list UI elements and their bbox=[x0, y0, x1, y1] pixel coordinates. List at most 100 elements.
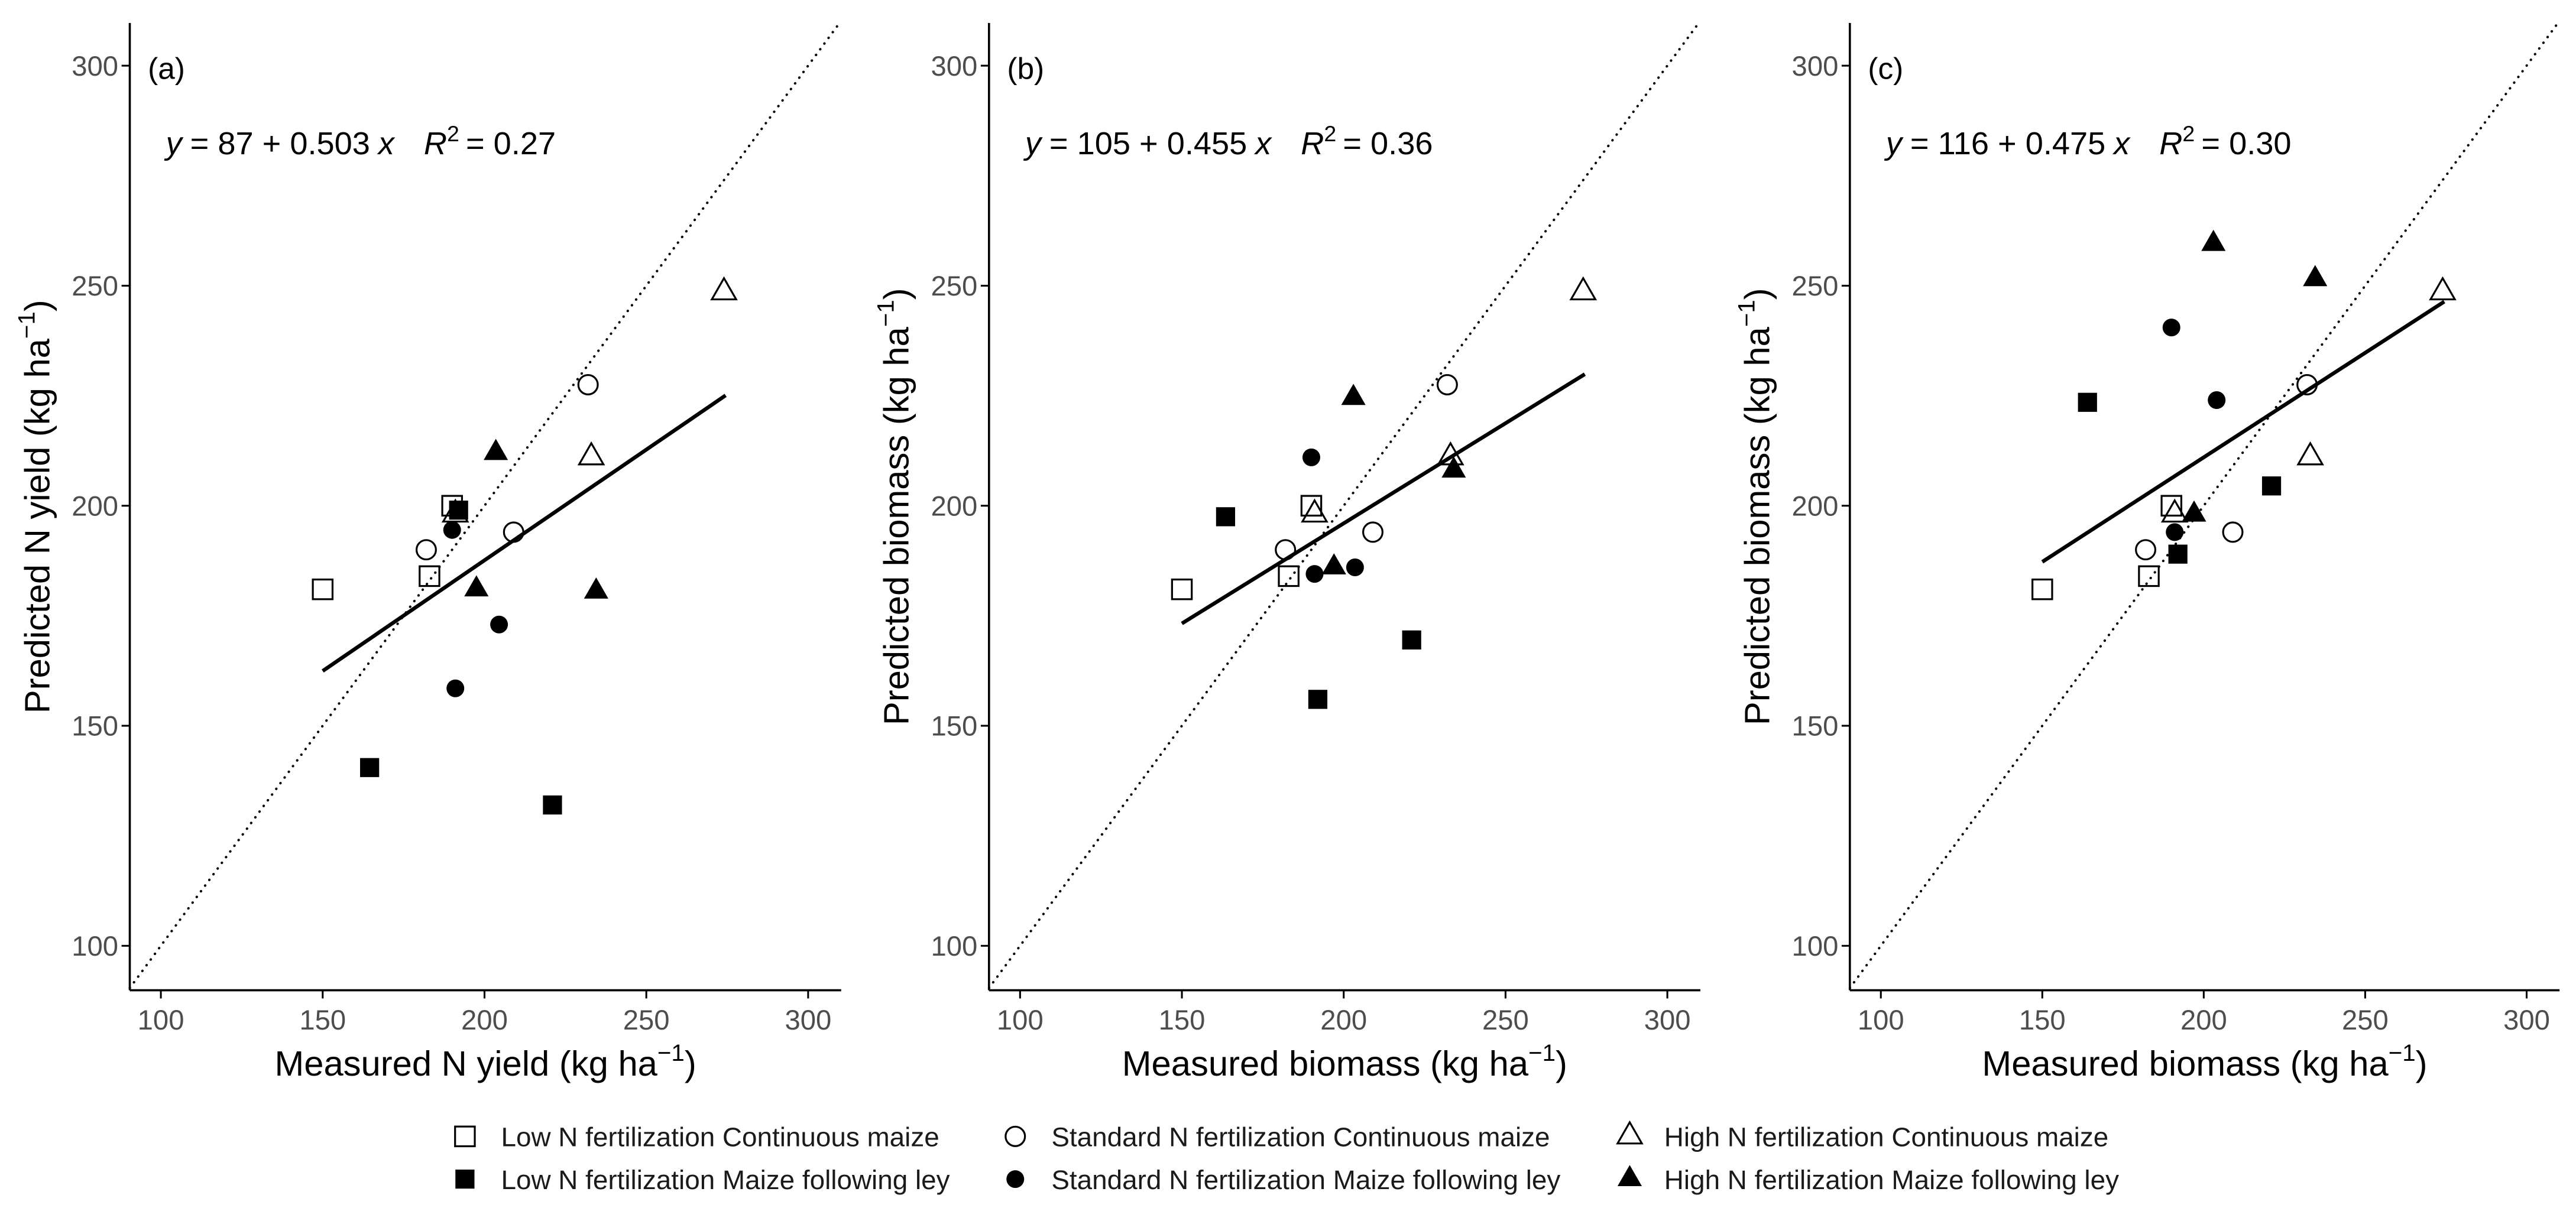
y-tick-label: 250 bbox=[931, 271, 978, 302]
data-point-low-n-ley bbox=[2261, 476, 2282, 496]
regression-equation: y = 105 + 0.455 x R2 = 0.36 bbox=[1023, 121, 1433, 161]
data-point-high-n-ley bbox=[1321, 553, 1346, 574]
panel-label: (a) bbox=[148, 51, 185, 85]
equation-y: y bbox=[1884, 126, 1904, 161]
x-axis-title-text: Measured biomass (kg ha bbox=[1982, 1044, 2389, 1083]
legend-label: Low N fertilization Maize following ley bbox=[501, 1165, 950, 1195]
x-axis-title-end: ) bbox=[1556, 1044, 1567, 1083]
data-point-low-n-continuous bbox=[419, 565, 440, 587]
data-point-standard-n-ley bbox=[2208, 391, 2226, 410]
legend: Low N fertilization Continuous maize Stan… bbox=[454, 1120, 2119, 1195]
y-axis-title-superscript: −1 bbox=[1733, 300, 1760, 327]
legend-marker-low-n-ley bbox=[455, 1169, 475, 1189]
y-tick-label: 200 bbox=[72, 491, 118, 522]
equation-y: y bbox=[164, 126, 184, 161]
equation-x: x bbox=[1253, 126, 1272, 161]
y-axis-title-superscript: −1 bbox=[13, 311, 40, 339]
x-axis-title: Measured biomass (kg ha−1) bbox=[1982, 1040, 2427, 1083]
legend-marker-low-n-continuous bbox=[454, 1125, 476, 1148]
legend-marker-standard-n-ley bbox=[1006, 1170, 1025, 1188]
y-tick-label: 150 bbox=[72, 711, 118, 742]
regression-equation: y = 87 + 0.503 x R2 = 0.27 bbox=[164, 121, 556, 161]
panel-b: 100 150 200 250 300 100 150 200 250 300 Measured b… bbox=[873, 21, 1700, 1083]
legend-label: High N fertilization Maize following ley bbox=[1664, 1165, 2119, 1195]
r-squared-superscript: 2 bbox=[1324, 121, 1336, 146]
data-point-high-n-ley bbox=[2201, 229, 2226, 251]
data-point-low-n-continuous bbox=[2138, 565, 2160, 587]
legend-marker-standard-n-continuous bbox=[1005, 1125, 1026, 1147]
data-point-high-n-continuous bbox=[2296, 441, 2324, 466]
data-point-low-n-ley bbox=[360, 758, 380, 777]
data-point-low-n-continuous bbox=[2160, 495, 2183, 517]
x-axis-title: Measured N yield (kg ha−1) bbox=[274, 1040, 696, 1083]
legend-label: Low N fertilization Continuous maize bbox=[501, 1122, 939, 1152]
x-axis-title-end: ) bbox=[2416, 1044, 2428, 1083]
equation-terms: = 116 + 0.475 bbox=[1910, 126, 2105, 161]
legend-item-standard-n-continuous: Standard N fertilization Continuous maiz… bbox=[1005, 1122, 1550, 1152]
data-point-standard-n-ley bbox=[1346, 558, 1364, 576]
data-point-standard-n-ley bbox=[443, 521, 461, 539]
data-point-high-n-ley bbox=[1441, 456, 1466, 478]
data-point-high-n-continuous bbox=[577, 441, 605, 466]
equation-x: x bbox=[2112, 126, 2131, 161]
x-axis-title: Measured biomass (kg ha−1) bbox=[1122, 1040, 1567, 1083]
y-axis-title: Predicted N yield (kg ha−1) bbox=[13, 300, 57, 713]
x-axis-title-superscript: −1 bbox=[2389, 1040, 2416, 1066]
legend-item-low-n-continuous: Low N fertilization Continuous maize bbox=[454, 1122, 939, 1152]
panel-a: 100 150 200 250 300 100 150 200 250 300 Measured N… bbox=[13, 21, 841, 1083]
data-point-high-n-ley bbox=[464, 575, 489, 597]
y-axis-title: Predicted biomass (kg ha−1) bbox=[1733, 288, 1777, 725]
data-point-high-n-continuous bbox=[1301, 498, 1328, 523]
x-axis-title-end: ) bbox=[685, 1044, 696, 1083]
y-axis-title-text: Predicted biomass (kg ha bbox=[877, 326, 916, 725]
legend-item-high-n-ley: High N fertilization Maize following ley bbox=[1617, 1165, 2119, 1195]
x-tick-label: 250 bbox=[1482, 1005, 1529, 1036]
x-tick-label: 150 bbox=[299, 1005, 346, 1036]
data-point-standard-n-continuous bbox=[503, 521, 524, 543]
y-tick-label: 200 bbox=[931, 491, 978, 522]
data-point-high-n-continuous bbox=[2429, 276, 2457, 301]
r-squared-symbol: R bbox=[424, 126, 447, 161]
y-axis-title: Predicted biomass (kg ha−1) bbox=[873, 288, 916, 725]
data-point-low-n-continuous bbox=[1300, 495, 1323, 517]
data-point-low-n-ley bbox=[1402, 630, 1421, 650]
data-point-standard-n-continuous bbox=[2222, 521, 2244, 543]
panel-c: 100 150 200 250 300 100 150 200 250 300 Measured b… bbox=[1733, 21, 2560, 1083]
data-point-low-n-ley bbox=[1308, 690, 1328, 709]
data-point-high-n-ley bbox=[584, 577, 608, 599]
panel-label: (b) bbox=[1007, 51, 1044, 85]
y-axis-title-superscript: −1 bbox=[873, 300, 899, 327]
legend-label: High N fertilization Continuous maize bbox=[1664, 1122, 2108, 1152]
x-axis-title-text: Measured N yield (kg ha bbox=[274, 1044, 657, 1083]
data-point-low-n-continuous bbox=[312, 578, 334, 600]
x-tick-label: 100 bbox=[138, 1005, 184, 1036]
y-tick-label: 300 bbox=[931, 51, 978, 82]
x-tick-label: 200 bbox=[461, 1005, 508, 1036]
equation-x: x bbox=[377, 126, 396, 161]
y-axis-title-end: ) bbox=[877, 288, 916, 300]
r-squared-symbol: R bbox=[1301, 126, 1324, 161]
data-point-high-n-ley bbox=[1341, 384, 1366, 405]
legend-marker-high-n-continuous bbox=[1616, 1120, 1644, 1145]
data-point-low-n-continuous bbox=[2031, 578, 2053, 600]
legend-item-low-n-ley: Low N fertilization Maize following ley bbox=[455, 1165, 950, 1195]
data-point-low-n-ley bbox=[2168, 544, 2188, 564]
x-tick-label: 200 bbox=[1320, 1005, 1367, 1036]
data-point-low-n-continuous bbox=[1171, 578, 1193, 600]
x-tick-label: 100 bbox=[1858, 1005, 1904, 1036]
x-axis-title-text: Measured biomass (kg ha bbox=[1122, 1044, 1529, 1083]
data-point-high-n-continuous bbox=[1569, 276, 1598, 301]
data-point-low-n-ley bbox=[1216, 507, 1236, 527]
x-tick-label: 200 bbox=[2180, 1005, 2227, 1036]
r-squared-value: = 0.36 bbox=[1343, 126, 1433, 161]
data-point-standard-n-continuous bbox=[2296, 374, 2318, 395]
y-axis-title-end: ) bbox=[17, 300, 57, 311]
legend-marker-high-n-ley bbox=[1617, 1165, 1642, 1187]
x-tick-label: 100 bbox=[997, 1005, 1044, 1036]
x-tick-label: 300 bbox=[1644, 1005, 1691, 1036]
data-point-standard-n-continuous bbox=[1362, 521, 1383, 543]
data-point-standard-n-ley bbox=[1305, 565, 1324, 583]
data-point-high-n-ley bbox=[484, 439, 508, 460]
data-point-standard-n-continuous bbox=[1275, 539, 1297, 561]
